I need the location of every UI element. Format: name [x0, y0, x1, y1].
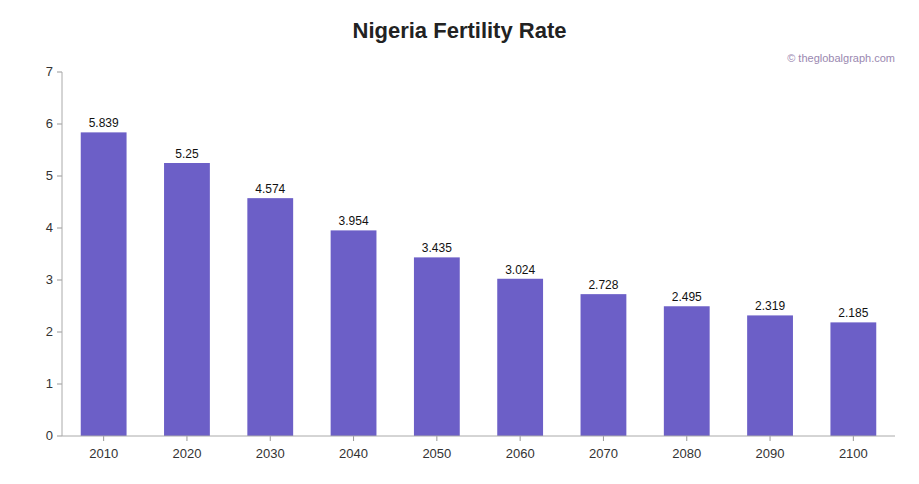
y-tick-label: 4 [46, 220, 53, 235]
data-label: 2.495 [672, 290, 702, 304]
y-tick-label: 5 [46, 168, 53, 183]
bar [581, 294, 627, 436]
x-tick-label: 2040 [339, 446, 368, 461]
bars [81, 132, 877, 436]
x-tick [770, 436, 771, 441]
data-label: 3.954 [339, 214, 369, 228]
x-tick [686, 436, 687, 441]
x-tick [186, 436, 187, 441]
bar [164, 163, 210, 436]
y-tick [57, 72, 62, 73]
x-tick-label: 2030 [256, 446, 285, 461]
data-label: 3.024 [505, 263, 535, 277]
x-tick [436, 436, 437, 441]
y-tick-label: 2 [46, 324, 53, 339]
bar [747, 315, 793, 436]
title: Nigeria Fertility Rate [353, 18, 567, 43]
x-axis: 2010 2020 2030 2040 2050 2060 2070 2080 2090 2100 [89, 436, 868, 461]
chart-container: Nigeria Fertility Rate © theglobalgraph.c… [0, 0, 919, 484]
x-tick-label: 2080 [672, 446, 701, 461]
y-axis: 0 1 2 3 4 5 6 7 [46, 64, 62, 443]
data-label: 2.185 [838, 306, 868, 320]
y-tick-label: 1 [46, 376, 53, 391]
y-tick [57, 228, 62, 229]
bar [664, 306, 710, 436]
x-tick [103, 436, 104, 441]
y-tick [57, 280, 62, 281]
y-tick [57, 124, 62, 125]
x-tick-label: 2070 [589, 446, 618, 461]
x-tick-label: 2100 [839, 446, 868, 461]
y-tick [57, 436, 62, 437]
x-tick [270, 436, 271, 441]
x-tick-label: 2090 [756, 446, 785, 461]
x-tick [353, 436, 354, 441]
y-tick-label: 0 [46, 428, 53, 443]
data-labels: 5.839 5.25 4.574 3.954 3.435 3.024 2.728 2.495 2… [89, 116, 869, 320]
y-tick-label: 3 [46, 272, 53, 287]
x-tick-label: 2050 [422, 446, 451, 461]
y-tick [57, 176, 62, 177]
y-tick-label: 6 [46, 116, 53, 131]
y-axis-line [62, 72, 63, 436]
data-label: 2.728 [588, 278, 618, 292]
x-tick-label: 2020 [172, 446, 201, 461]
x-tick-label: 2010 [89, 446, 118, 461]
bar [247, 198, 293, 436]
bar [81, 132, 127, 436]
x-tick [853, 436, 854, 441]
data-label: 5.839 [89, 116, 119, 130]
y-tick [57, 384, 62, 385]
watermark: © theglobalgraph.com [787, 52, 895, 64]
x-tick-label: 2060 [506, 446, 535, 461]
x-tick [603, 436, 604, 441]
bar [331, 230, 377, 436]
x-tick [520, 436, 521, 441]
bar [497, 279, 543, 436]
y-tick-label: 7 [46, 64, 53, 79]
data-label: 3.435 [422, 241, 452, 255]
x-axis-line [62, 436, 895, 437]
data-label: 2.319 [755, 299, 785, 313]
bar [414, 257, 460, 436]
data-label: 4.574 [255, 182, 285, 196]
bar [830, 322, 876, 436]
chart-svg: Nigeria Fertility Rate © theglobalgraph.c… [0, 0, 919, 484]
data-label: 5.25 [175, 147, 199, 161]
y-tick [57, 332, 62, 333]
